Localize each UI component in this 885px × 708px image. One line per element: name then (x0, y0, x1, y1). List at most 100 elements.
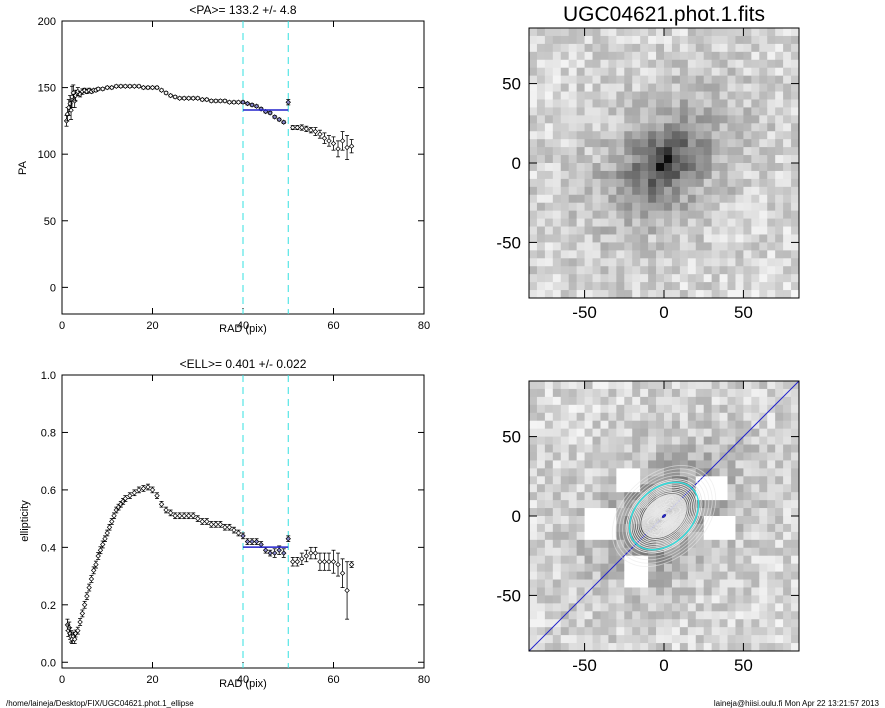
image-pixel (584, 75, 593, 84)
image-pixel (751, 388, 760, 398)
image-pixel (679, 460, 689, 469)
image-pixel (703, 139, 713, 148)
image-pixel (560, 186, 570, 196)
ell-point (267, 550, 273, 556)
image-pixel (711, 635, 720, 644)
image-pixel (536, 75, 546, 84)
image-pixel (743, 611, 752, 620)
image-pixel (584, 139, 593, 148)
image-pixel (703, 35, 713, 45)
image-pixel (592, 28, 601, 37)
image-pixel (664, 107, 673, 116)
ell-point (72, 630, 79, 637)
image-pixel (544, 202, 554, 212)
image-pixel (616, 579, 625, 588)
image-pixel (632, 75, 641, 84)
image-pixel (703, 123, 713, 132)
image-pixel (568, 412, 578, 422)
image-pixel (711, 107, 720, 116)
image-pixel (743, 412, 752, 422)
image-pixel (695, 83, 705, 92)
image-pixel (767, 51, 776, 61)
image-pixel (536, 603, 546, 612)
image-pixel (791, 155, 800, 164)
image-pixel (719, 210, 728, 219)
ell-point (217, 521, 224, 528)
image-pixel (529, 571, 538, 580)
image-pixel (719, 282, 728, 291)
pa-point (326, 138, 332, 144)
image-pixel (552, 635, 562, 644)
image-pixel (648, 242, 657, 251)
image-pixel (719, 619, 728, 628)
image-pixel (616, 381, 625, 390)
image-pixel (632, 91, 641, 100)
image-pixel (584, 404, 593, 414)
image-pixel (711, 516, 720, 525)
image-pixel (656, 611, 665, 620)
image-pixel (711, 67, 720, 77)
image-pixel (695, 210, 705, 219)
image-pixel (775, 155, 784, 164)
image-pixel (791, 218, 800, 227)
image-pixel (568, 539, 578, 549)
image-pixel (640, 35, 649, 45)
image-pixel (751, 170, 760, 180)
image-pixel (536, 202, 546, 212)
image-pixel (759, 611, 768, 620)
pa-point (118, 83, 124, 89)
image-pixel (687, 563, 697, 572)
image-pixel (687, 444, 697, 453)
image-pixel (624, 59, 633, 69)
image-pixel (536, 643, 546, 652)
image-pixel (759, 627, 768, 636)
image-pixel (584, 202, 593, 212)
image-pixel (640, 99, 649, 108)
image-pixel (751, 452, 760, 461)
image-pixel (560, 404, 570, 414)
image-pixel (727, 202, 736, 212)
image-pixel (664, 388, 673, 398)
image-pixel (695, 492, 705, 501)
image-pixel (552, 210, 562, 219)
image-pixel (711, 404, 720, 414)
image-pixel (775, 170, 784, 180)
image-pixel (600, 218, 609, 227)
image-pixel (743, 131, 752, 140)
image-pixel (727, 452, 736, 461)
image-pixel (616, 290, 625, 299)
image-pixel (767, 531, 776, 541)
image-pixel (552, 147, 562, 156)
image-pixel (695, 290, 705, 299)
ell-point (299, 556, 305, 562)
image-pixel (592, 170, 601, 180)
image-pixel (640, 539, 649, 549)
image-pixel (719, 83, 728, 92)
image-pixel (584, 444, 593, 453)
image-pixel (632, 67, 641, 77)
image-pixel (568, 444, 578, 453)
image-pixel (529, 250, 538, 259)
image-pixel (751, 492, 760, 501)
image-pixel (783, 603, 792, 612)
image-pixel (719, 492, 728, 501)
image-pixel (767, 571, 776, 580)
image-pixel (743, 452, 752, 461)
image-pixel (759, 587, 768, 596)
image-pixel (648, 412, 657, 422)
image-pixel (592, 91, 601, 100)
image-pixel (592, 476, 601, 485)
image-pixel (759, 28, 768, 37)
image-pixel (743, 28, 752, 37)
image-pixel (640, 59, 649, 69)
image-pixel (544, 186, 554, 196)
image-pixel (624, 282, 633, 291)
image-pixel (600, 131, 609, 140)
image-pixel (552, 163, 562, 172)
image-pixel (560, 67, 570, 77)
image-pixel (695, 531, 705, 541)
image-pixel (664, 571, 673, 580)
image-pixel (711, 603, 720, 612)
image-pixel (544, 571, 554, 580)
image-pixel (775, 587, 784, 596)
